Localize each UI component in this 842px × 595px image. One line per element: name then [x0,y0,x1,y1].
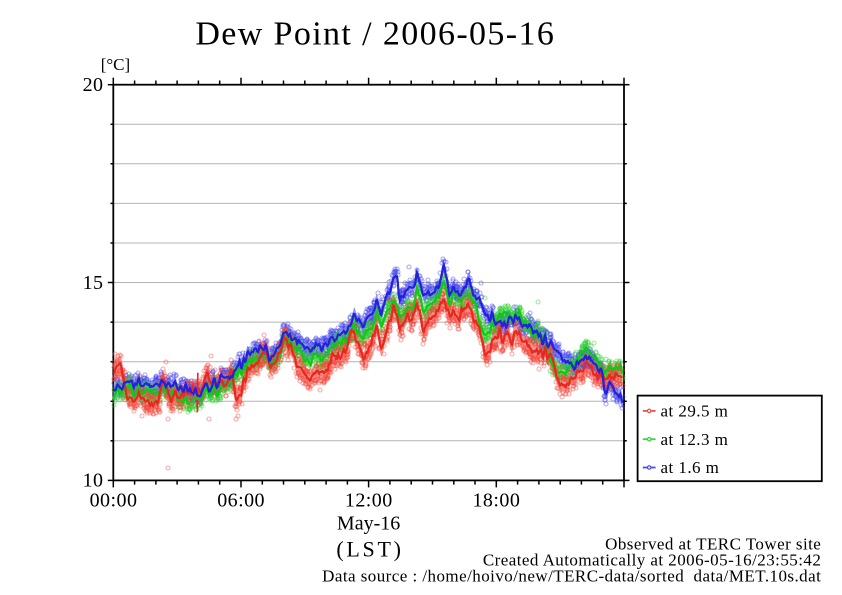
svg-text:at 1.6 m: at 1.6 m [661,458,720,477]
svg-text:18:00: 18:00 [472,490,520,512]
svg-text:10: 10 [83,470,104,492]
svg-text:(LST): (LST) [336,537,403,562]
svg-text:at 29.5 m: at 29.5 m [661,402,729,421]
svg-text:at 12.3 m: at 12.3 m [661,430,729,449]
svg-text:06:00: 06:00 [217,490,265,512]
svg-text:20: 20 [83,74,104,96]
svg-text:Data source : /home/hoivo/new/: Data source : /home/hoivo/new/TERC-data/… [322,567,821,586]
svg-text:May-16: May-16 [337,513,400,535]
svg-text:15: 15 [83,272,104,294]
svg-text:[°C]: [°C] [101,55,130,74]
svg-text:00:00: 00:00 [90,490,138,512]
svg-text:12:00: 12:00 [345,490,393,512]
svg-text:Dew Point / 2006-05-16: Dew Point / 2006-05-16 [195,16,555,53]
